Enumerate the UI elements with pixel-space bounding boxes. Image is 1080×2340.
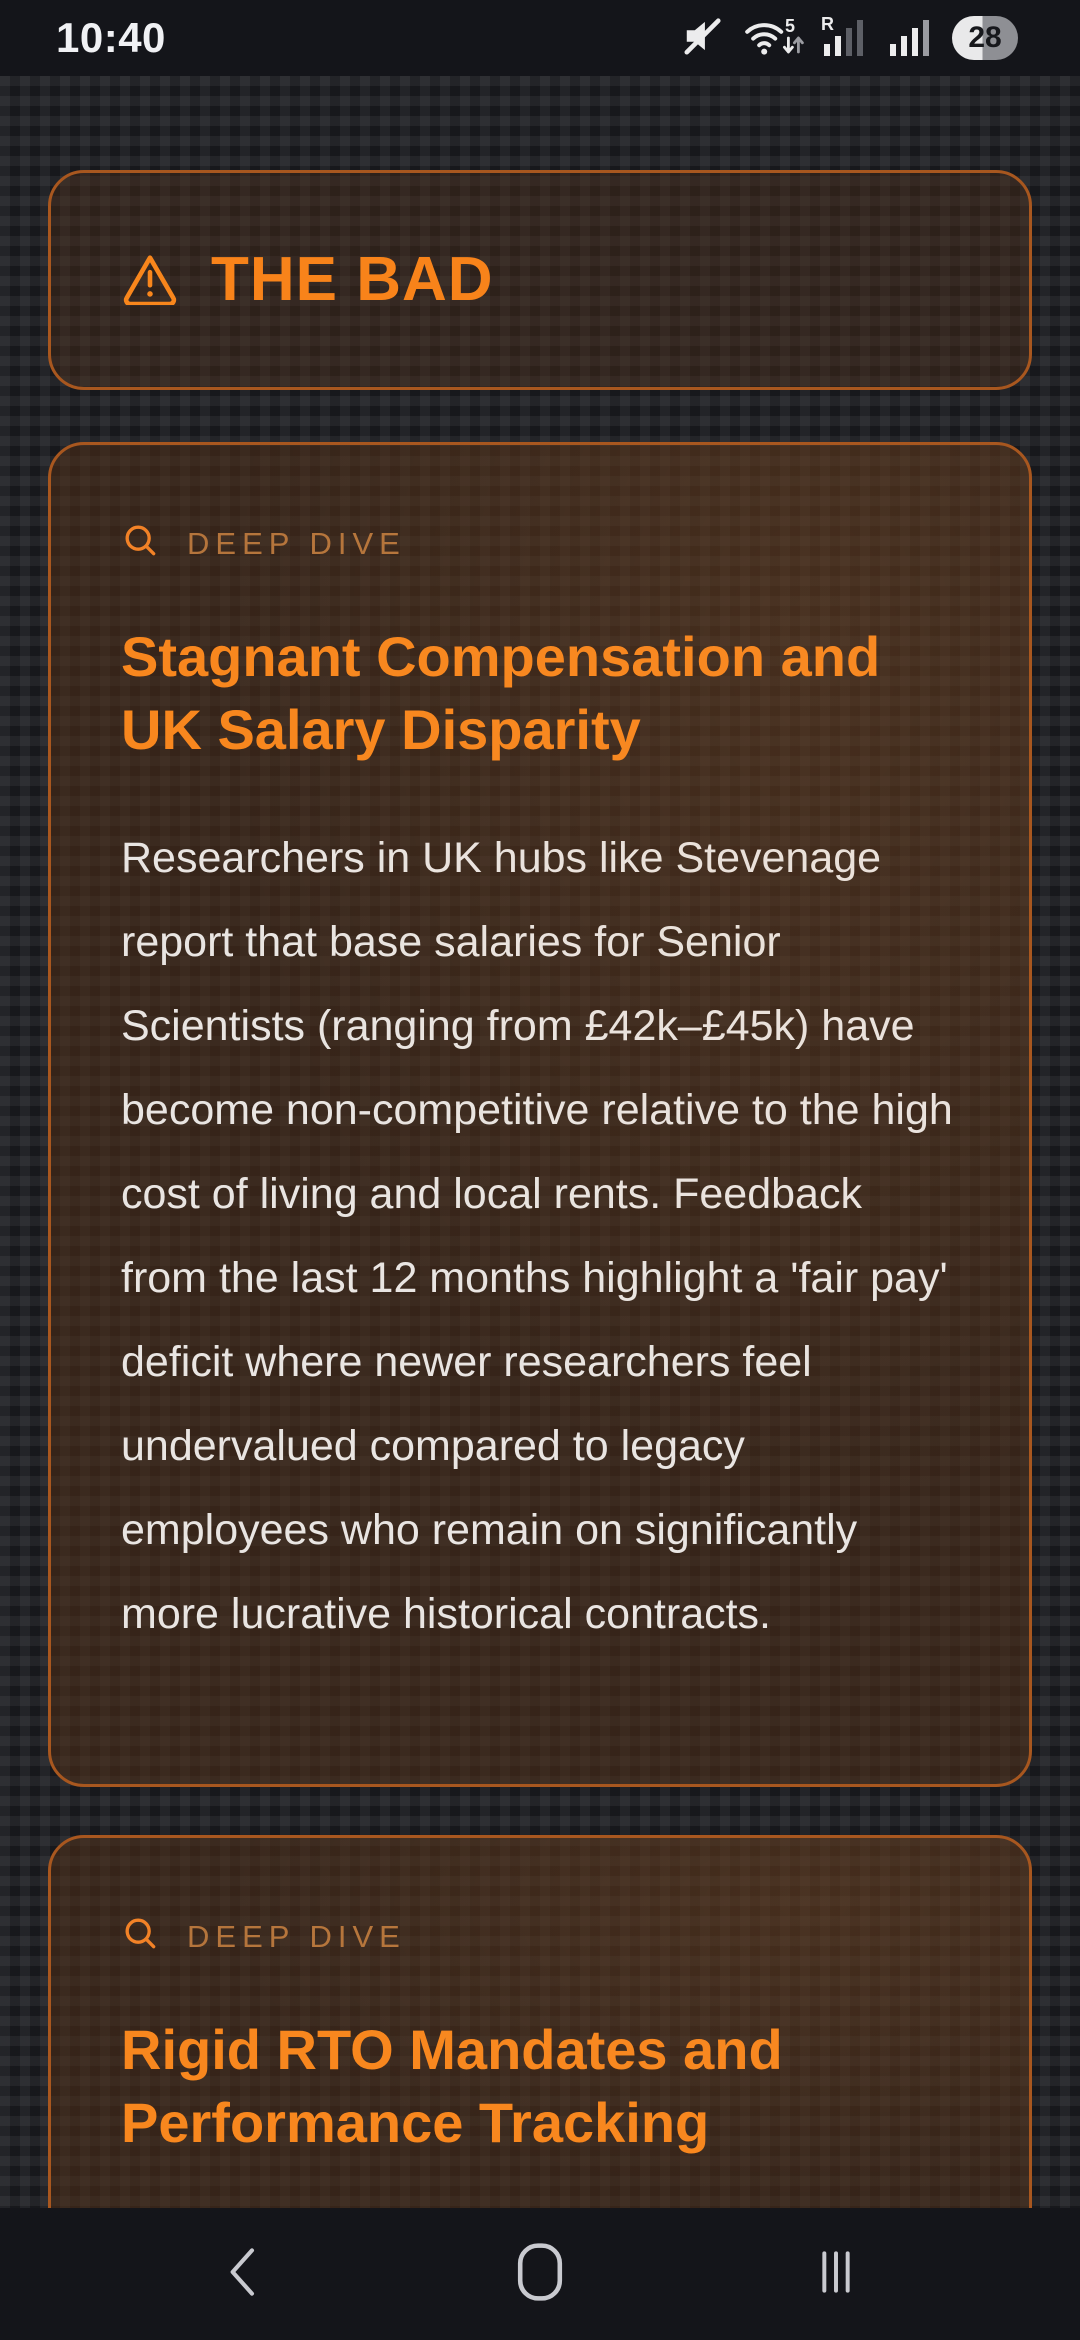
- svg-text:5: 5: [785, 16, 795, 36]
- back-button[interactable]: [214, 2241, 274, 2307]
- back-chevron-icon: [219, 2242, 269, 2307]
- page-content[interactable]: THE BAD DEEP DIVE Stagnant Compensation …: [0, 76, 1080, 2340]
- deep-dive-card-compensation: DEEP DIVE Stagnant Compensation and UK S…: [48, 442, 1032, 1787]
- home-button[interactable]: [510, 2241, 570, 2307]
- clock: 10:40: [56, 14, 166, 61]
- eyebrow-row: DEEP DIVE: [121, 1914, 959, 1959]
- mute-icon: [680, 15, 726, 62]
- battery-indicator: 28: [952, 16, 1018, 60]
- recent-apps-icon: [808, 2244, 864, 2305]
- search-icon: [121, 521, 161, 566]
- eyebrow-label: DEEP DIVE: [187, 525, 406, 561]
- battery-percent: 28: [968, 21, 1002, 54]
- svg-text:R: R: [821, 14, 834, 34]
- status-icon-cluster: 5 R: [680, 13, 1018, 64]
- card-title: Rigid RTO Mandates and Performance Track…: [121, 2018, 783, 2154]
- section-banner-the-bad: THE BAD: [48, 170, 1032, 390]
- recents-button[interactable]: [806, 2241, 866, 2307]
- home-squircle-icon: [512, 2239, 568, 2310]
- eyebrow-label: DEEP DIVE: [187, 1918, 406, 1954]
- warning-icon: [121, 251, 179, 310]
- card-body-text: Researchers in UK hubs like Stevenage re…: [121, 834, 953, 1638]
- status-bar: 10:40 5: [0, 0, 1080, 76]
- eyebrow-row: DEEP DIVE: [121, 521, 959, 566]
- card-title: Stagnant Compensation and UK Salary Disp…: [121, 625, 881, 761]
- section-title: THE BAD: [211, 245, 494, 314]
- signal-strength-icon: [888, 13, 936, 64]
- search-icon: [121, 1914, 161, 1959]
- wifi-5g-icon: 5: [742, 13, 804, 64]
- navigation-bar: [0, 2208, 1080, 2340]
- signal-roaming-icon: R: [820, 13, 872, 64]
